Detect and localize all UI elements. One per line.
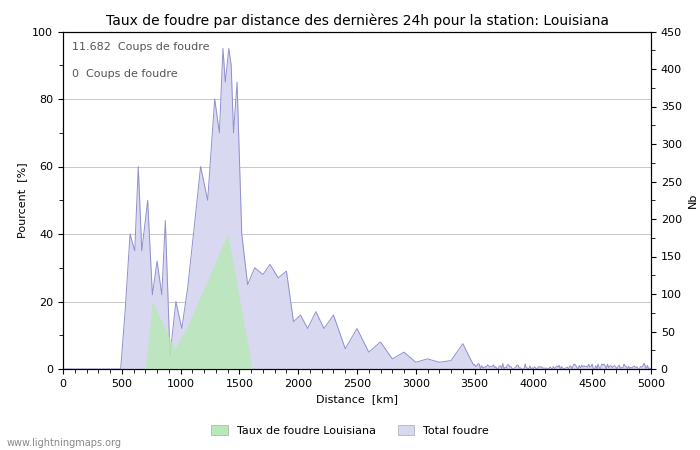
Text: 11.682  Coups de foudre: 11.682 Coups de foudre: [72, 42, 209, 52]
Legend: Taux de foudre Louisiana, Total foudre: Taux de foudre Louisiana, Total foudre: [206, 420, 494, 440]
Y-axis label: Nb: Nb: [687, 193, 697, 208]
Y-axis label: Pourcent  [%]: Pourcent [%]: [17, 162, 27, 238]
X-axis label: Distance  [km]: Distance [km]: [316, 394, 398, 404]
Text: 0  Coups de foudre: 0 Coups de foudre: [72, 68, 177, 79]
Title: Taux de foudre par distance des dernières 24h pour la station: Louisiana: Taux de foudre par distance des dernière…: [106, 13, 608, 27]
Text: www.lightningmaps.org: www.lightningmaps.org: [7, 438, 122, 448]
